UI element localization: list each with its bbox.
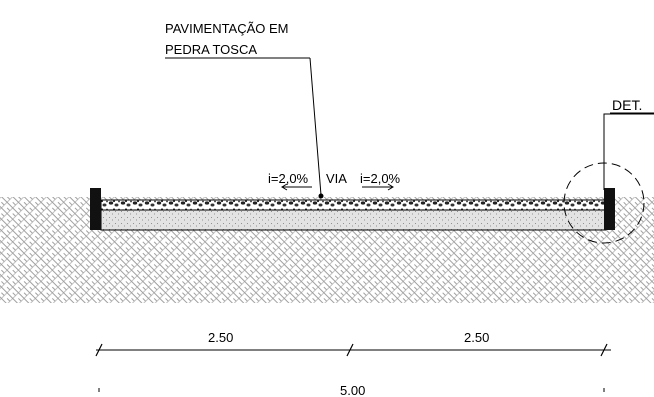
slope-left-text: i=2,0% <box>268 171 309 186</box>
pavement-leader-dot <box>318 193 324 199</box>
pavement-label-line1: PAVIMENTAÇÃO EM <box>165 21 289 36</box>
dim-tick-middle <box>346 343 354 357</box>
slope-right-text: i=2,0% <box>360 171 401 186</box>
detail-ref-text: DET. <box>612 97 642 113</box>
slope-right-arrowhead <box>387 183 394 191</box>
dim-right-text: 2.50 <box>464 330 489 345</box>
slope-left-arrowhead <box>281 183 288 191</box>
pavement-leader-line <box>309 57 322 196</box>
dim-tick-right <box>600 343 608 357</box>
right-curb <box>604 188 615 230</box>
road-text: VIA <box>326 171 347 186</box>
total-dim-text: 5.00 <box>340 383 365 397</box>
left-curb <box>90 188 101 230</box>
detail-leader-line <box>603 113 654 190</box>
sand-bedding-layer <box>100 209 607 231</box>
dim-left-text: 2.50 <box>208 330 233 345</box>
pavement-label-line2: PEDRA TOSCA <box>165 42 257 57</box>
pavement-stone-layer <box>100 199 607 211</box>
dim-tick-left <box>95 343 103 357</box>
